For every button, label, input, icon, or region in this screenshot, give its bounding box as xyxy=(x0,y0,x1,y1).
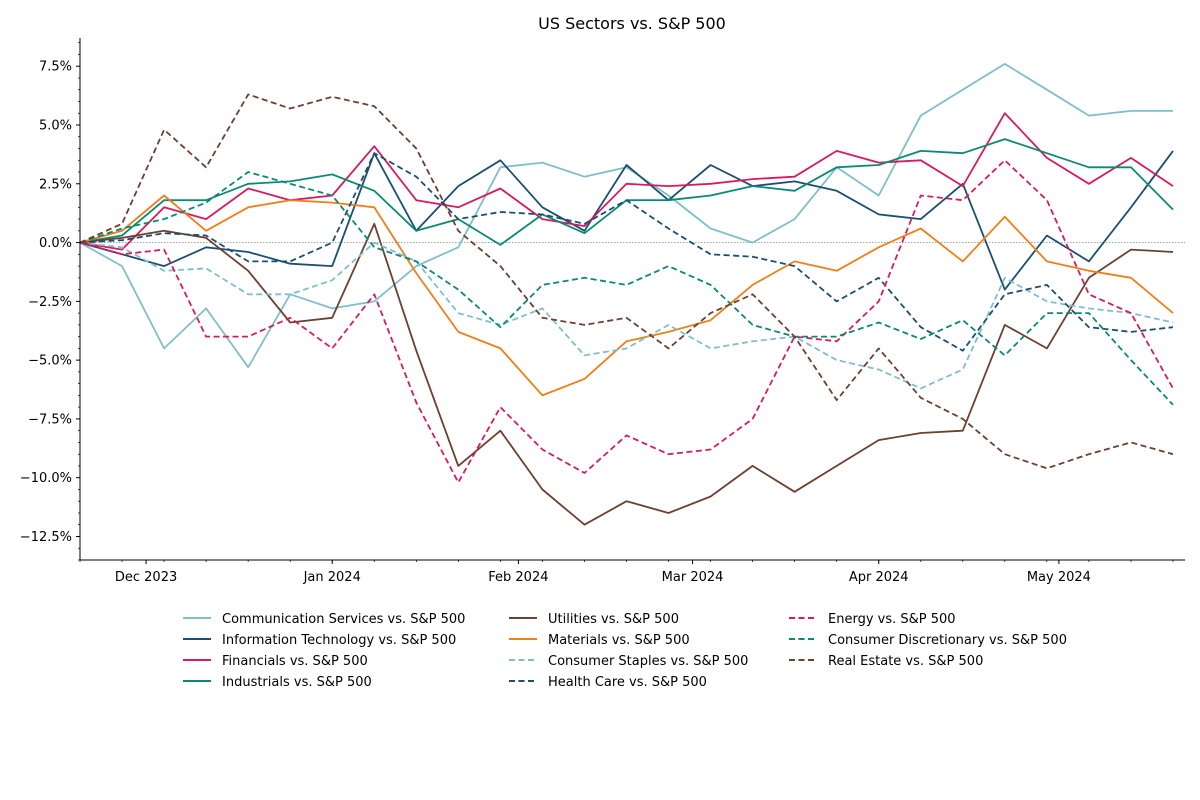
y-tick-label: −10.0% xyxy=(20,471,72,486)
x-tick-label: Jan 2024 xyxy=(303,570,361,585)
legend-label-3: Industrials vs. S&P 500 xyxy=(222,675,372,690)
legend-label-1: Information Technology vs. S&P 500 xyxy=(222,633,456,648)
y-tick-label: −7.5% xyxy=(28,412,72,427)
series-line-0 xyxy=(79,63,1173,369)
legend-label-2: Financials vs. S&P 500 xyxy=(222,654,368,669)
legend-label-0: Communication Services vs. S&P 500 xyxy=(222,612,465,627)
series-line-5 xyxy=(79,194,1174,397)
legend-label-8: Energy vs. S&P 500 xyxy=(828,612,956,627)
series-line-7 xyxy=(79,152,1174,352)
legend-label-6: Consumer Staples vs. S&P 500 xyxy=(548,654,748,669)
y-tick-label: −5.0% xyxy=(28,354,72,369)
legend-label-10: Real Estate vs. S&P 500 xyxy=(828,654,983,669)
legend-label-4: Utilities vs. S&P 500 xyxy=(548,612,679,627)
series-group xyxy=(79,63,1174,526)
series-line-8 xyxy=(79,159,1174,484)
y-tick-label: −2.5% xyxy=(28,295,72,310)
legend-label-9: Consumer Discretionary vs. S&P 500 xyxy=(828,633,1067,648)
chart-title: US Sectors vs. S&P 500 xyxy=(538,14,726,33)
x-tick-label: Mar 2024 xyxy=(662,570,724,585)
x-tick-label: Apr 2024 xyxy=(849,570,909,585)
series-line-1 xyxy=(79,150,1174,291)
legend-label-7: Health Care vs. S&P 500 xyxy=(548,675,707,690)
series-line-2 xyxy=(79,112,1174,251)
y-tick-label: 7.5% xyxy=(39,60,72,75)
series-line-4 xyxy=(79,222,1174,526)
series-line-10 xyxy=(79,93,1174,470)
x-tick-label: May 2024 xyxy=(1027,570,1091,585)
legend: Communication Services vs. S&P 500 Inform… xyxy=(183,612,1067,690)
series-line-9 xyxy=(79,171,1174,406)
y-tick-label: 5.0% xyxy=(39,119,72,134)
y-tick-label: −12.5% xyxy=(20,530,72,545)
series-line-6 xyxy=(79,241,1174,390)
x-tick-label: Dec 2023 xyxy=(115,570,177,585)
legend-label-5: Materials vs. S&P 500 xyxy=(548,633,690,648)
x-tick-label: Feb 2024 xyxy=(488,570,548,585)
y-tick-label: 2.5% xyxy=(39,177,72,192)
y-tick-label: 0.0% xyxy=(39,236,72,251)
axes: 7.5% 5.0% 2.5% 0.0% −2.5% −5.0% −7.5% −10.0% −12… xyxy=(20,38,1185,585)
